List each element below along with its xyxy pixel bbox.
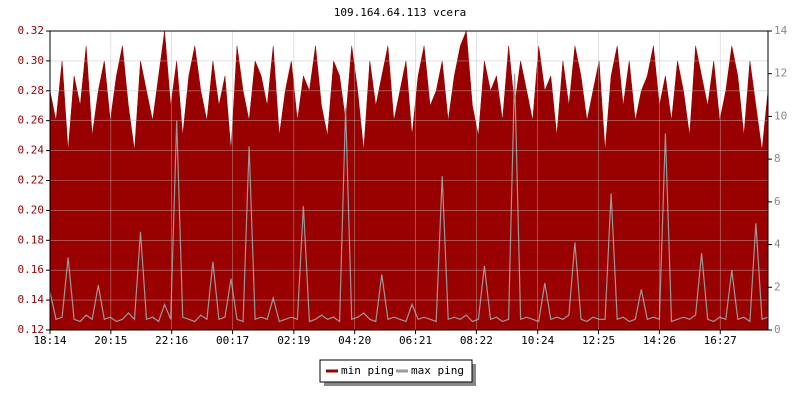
x-tick-label: 20:15 [94,334,127,347]
legend-label: max ping [411,364,464,377]
x-tick-label: 02:19 [277,334,310,347]
y-tick-label: 0.20 [18,203,45,216]
y-tick-label: 0.12 [18,323,45,336]
x-tick-label: 18:14 [33,334,66,347]
x-tick-label: 04:20 [338,334,371,347]
max-ping-line [49,73,769,323]
x-tick-label: 08:22 [460,334,493,347]
y2-tick-label: 8 [774,152,781,165]
y2-tick-label: 6 [774,195,781,208]
y-tick-label: 0.14 [18,293,45,306]
x-tick-label: 00:17 [216,334,249,347]
y2-tick-label: 14 [774,24,788,37]
y2-tick-label: 0 [774,323,781,336]
y-tick-label: 0.26 [18,114,45,127]
x-tick-label: 22:16 [155,334,188,347]
x-tick-label: 12:25 [582,334,615,347]
chart-title: 109.164.64.113 vcera [334,6,466,19]
x-tick-label: 06:21 [399,334,432,347]
x-tick-label: 16:27 [704,334,737,347]
y2-tick-label: 2 [774,280,781,293]
y-tick-label: 0.32 [18,24,45,37]
y-tick-label: 0.30 [18,54,45,67]
legend-label: min ping [341,364,394,377]
x-tick-label: 14:26 [643,334,676,347]
y2-tick-label: 10 [774,109,787,122]
y-tick-label: 0.22 [18,174,45,187]
y-tick-label: 0.28 [18,84,45,97]
y2-tick-label: 4 [774,238,781,251]
y-tick-label: 0.16 [18,263,45,276]
plot-frame [49,30,769,331]
y2-tick-label: 12 [774,67,787,80]
y-tick-label: 0.18 [18,233,45,246]
y-tick-label: 0.24 [18,144,45,157]
x-tick-label: 10:24 [521,334,554,347]
